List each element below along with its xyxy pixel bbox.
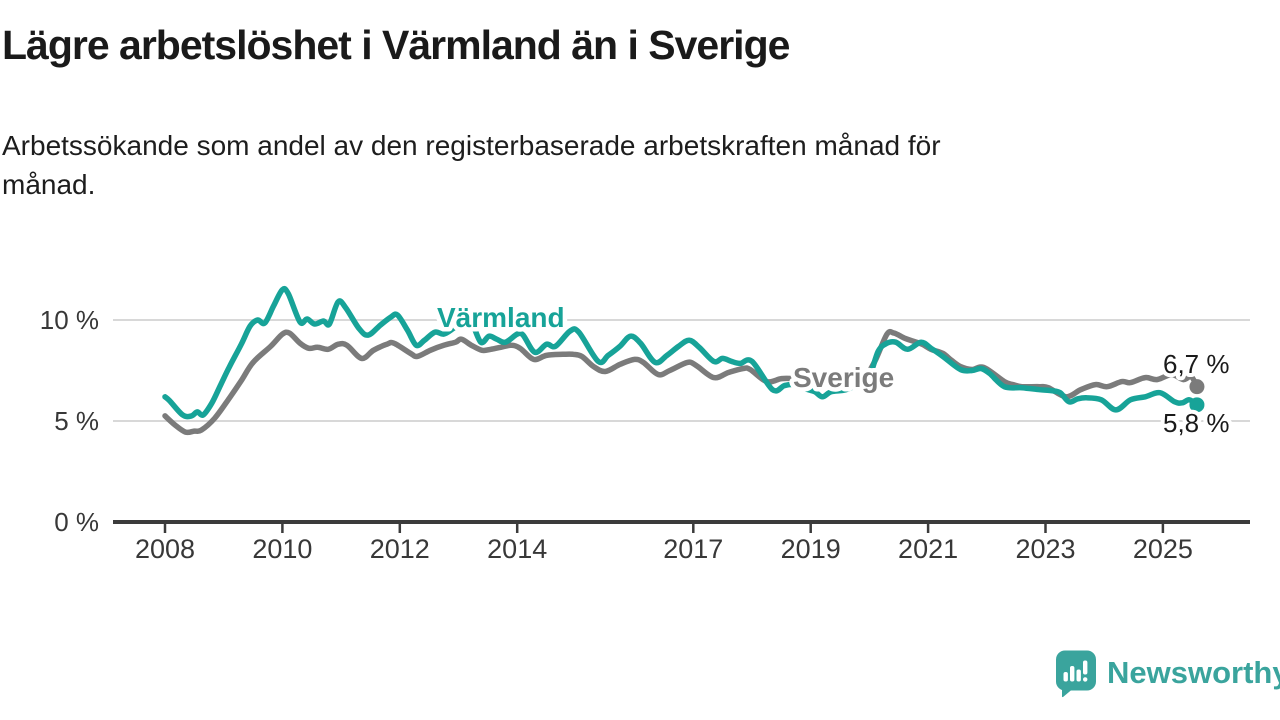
- x-axis-tick-label: 2017: [663, 534, 723, 564]
- y-axis-tick-label: 10 %: [40, 305, 99, 335]
- x-axis-tick-label: 2014: [487, 534, 547, 564]
- x-axis-tick-label: 2025: [1133, 534, 1193, 564]
- x-axis-tick-label: 2019: [781, 534, 841, 564]
- series-label-sverige: Sverige: [793, 362, 894, 393]
- x-axis-tick-label: 2023: [1015, 534, 1075, 564]
- end-dot-värmland: [1189, 397, 1205, 413]
- end-dot-sverige: [1189, 379, 1205, 395]
- series-line-värmland: [162, 285, 1200, 420]
- series-label-värmland: Värmland: [437, 302, 565, 333]
- bar-chart-speech-bubble-icon: [1056, 650, 1096, 697]
- chart-subtitle: Arbetssökande som andel av den registerb…: [2, 130, 941, 200]
- end-value-label-sverige: 6,7 %: [1163, 349, 1230, 379]
- x-axis-tick-label: 2010: [252, 534, 312, 564]
- y-axis-tick-label: 5 %: [54, 406, 99, 436]
- newsworthy-branding: Newsworthy: [1054, 648, 1280, 698]
- page-title: Lägre arbetslöshet i Värmland än i Sveri…: [2, 22, 790, 68]
- x-axis-tick-label: 2012: [370, 534, 430, 564]
- end-value-label-värmland: 5,8 %: [1163, 408, 1230, 438]
- y-axis-tick-label: 0 %: [54, 507, 99, 537]
- x-axis-tick-label: 2008: [135, 534, 195, 564]
- x-axis-tick-label: 2021: [898, 534, 958, 564]
- newsworthy-wordmark: Newsworthy: [1107, 655, 1280, 690]
